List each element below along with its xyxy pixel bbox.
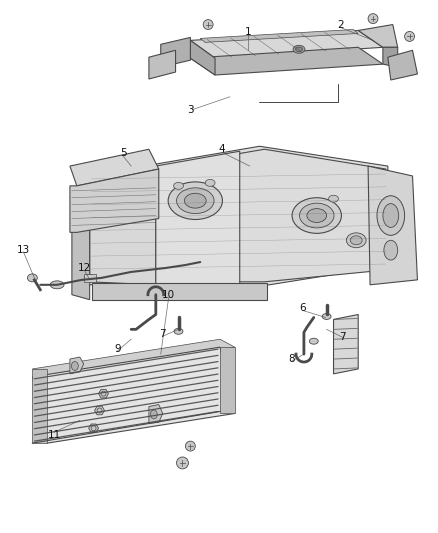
Polygon shape [200,29,358,42]
Polygon shape [72,179,90,300]
Polygon shape [368,166,417,285]
Polygon shape [333,314,358,374]
Polygon shape [70,169,159,232]
Polygon shape [92,283,267,300]
Ellipse shape [405,31,414,42]
Polygon shape [358,25,398,47]
Text: 12: 12 [78,263,92,273]
Ellipse shape [173,182,184,189]
Text: 2: 2 [337,20,344,29]
Text: 7: 7 [339,332,346,342]
Ellipse shape [28,274,37,282]
Ellipse shape [184,193,206,208]
Polygon shape [383,47,398,67]
Polygon shape [32,339,235,377]
Ellipse shape [205,180,215,187]
Polygon shape [220,347,235,414]
Ellipse shape [292,198,342,233]
Polygon shape [149,405,163,423]
Ellipse shape [368,14,378,23]
Ellipse shape [309,338,318,344]
Polygon shape [388,50,417,80]
Ellipse shape [293,45,305,53]
Polygon shape [70,149,159,186]
Polygon shape [87,146,393,285]
Polygon shape [95,406,105,415]
Text: 1: 1 [244,28,251,37]
Polygon shape [191,41,215,75]
Text: 9: 9 [114,344,120,354]
Text: 3: 3 [187,104,194,115]
Ellipse shape [177,188,214,214]
Text: 4: 4 [219,144,225,154]
Polygon shape [149,50,176,79]
Ellipse shape [203,20,213,29]
Polygon shape [156,151,240,285]
Ellipse shape [322,313,331,319]
Polygon shape [99,390,109,398]
Polygon shape [191,30,383,58]
Polygon shape [32,369,47,443]
Ellipse shape [307,208,327,222]
Ellipse shape [177,457,188,469]
Text: 5: 5 [120,148,127,158]
Text: 7: 7 [159,329,166,340]
Ellipse shape [350,236,362,245]
Text: 8: 8 [289,354,295,364]
Text: 13: 13 [17,245,30,255]
Bar [84,274,95,282]
Ellipse shape [377,196,405,236]
Ellipse shape [168,182,223,220]
Ellipse shape [346,233,366,248]
Polygon shape [90,166,156,285]
Ellipse shape [50,281,64,289]
Polygon shape [161,37,191,67]
Polygon shape [191,47,383,75]
Text: 6: 6 [300,303,306,312]
Polygon shape [70,357,84,374]
Ellipse shape [85,274,95,281]
Ellipse shape [185,441,195,451]
Polygon shape [32,347,235,443]
Ellipse shape [150,410,157,419]
Ellipse shape [383,204,399,228]
Ellipse shape [174,328,183,334]
Ellipse shape [384,240,398,260]
Polygon shape [92,149,386,282]
Ellipse shape [328,195,339,202]
Polygon shape [88,424,99,433]
Ellipse shape [71,361,78,370]
Text: 11: 11 [47,430,61,440]
Ellipse shape [300,203,334,228]
Ellipse shape [296,47,302,52]
Text: 10: 10 [162,290,175,300]
